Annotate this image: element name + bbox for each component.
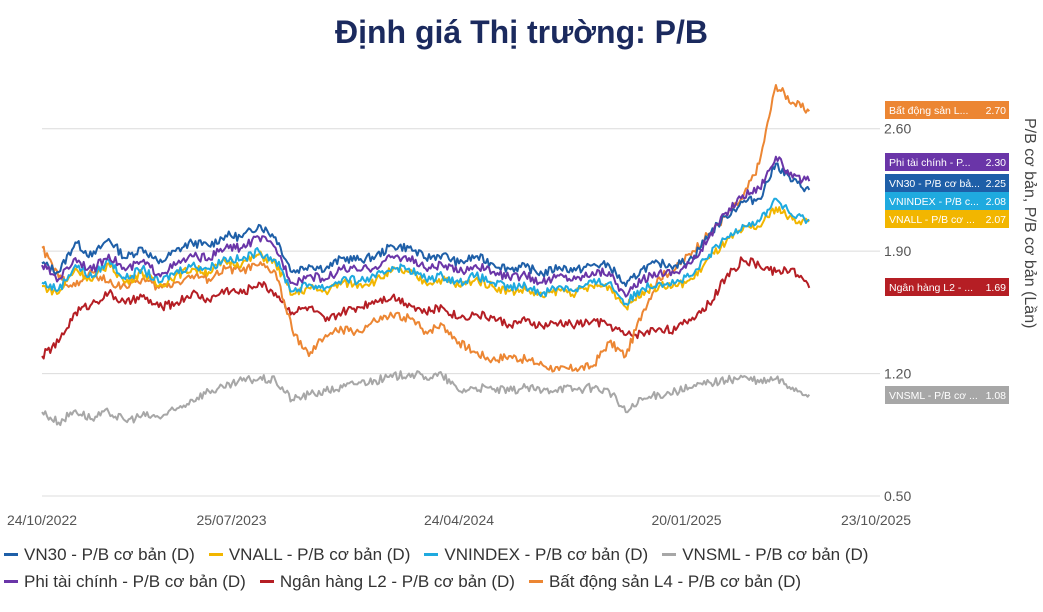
value-tag-value: 2.30 — [986, 157, 1007, 169]
chart-title: Định giá Thị trường: P/B — [335, 14, 708, 50]
value-tag-value: 2.70 — [986, 105, 1007, 117]
value-tag-value: 2.25 — [986, 178, 1007, 190]
legend-item[interactable]: Ngân hàng L2 - P/B cơ bản (D) — [259, 571, 515, 592]
value-tag-box — [885, 192, 1009, 210]
series-line — [41, 162, 811, 288]
legend-item[interactable]: Phi tài chính - P/B cơ bản (D) — [4, 572, 246, 592]
value-tag-name: VNINDEX - P/B c... — [889, 196, 979, 208]
legend-label: VNSML - P/B cơ bản (D) — [682, 544, 869, 564]
y-tick-label: 2.60 — [884, 121, 911, 137]
y-axis-label: P/B cơ bản, P/B cơ bản (Lần) — [1021, 118, 1038, 329]
value-tag-box — [885, 174, 1009, 192]
legend-item[interactable]: VNALL - P/B cơ bản (D) — [208, 544, 411, 565]
legend-label: Ngân hàng L2 - P/B cơ bản (D) — [279, 571, 515, 591]
y-tick-label: 1.90 — [884, 243, 911, 259]
legend-swatch — [259, 580, 274, 583]
legend-row-2: Phi tài chính - P/B cơ bản (D) Ngân hàng … — [4, 568, 1034, 595]
value-tag-value: 2.08 — [986, 196, 1007, 208]
legend-item[interactable]: VNSML - P/B cơ bản (D) — [662, 545, 868, 565]
legend-label: Phi tài chính - P/B cơ bản (D) — [24, 571, 246, 591]
series-value-tag: Bất động sản L... 2.70 — [885, 101, 1009, 119]
series-value-tag: VNSML - P/B cơ ... 1.08 — [885, 386, 1009, 404]
series-value-tag: Phi tài chính - P... 2.30 — [885, 153, 1009, 171]
pb-line-chart: 0.50 1.20 1.90 2.60 24/10/2022 25/07/2023 24/… — [7, 84, 1009, 528]
x-tick-label: 24/10/2022 — [7, 512, 77, 528]
legend-swatch — [208, 553, 223, 556]
value-tag-value: 1.69 — [986, 282, 1007, 294]
series-value-tag: VNINDEX - P/B c... 2.08 — [885, 192, 1009, 210]
series-value-tag: Ngân hàng L2 - ... 1.69 — [885, 278, 1009, 296]
series-line — [41, 256, 811, 360]
series-line — [41, 197, 810, 306]
legend-row-1: VN30 - P/B cơ bản (D) VNALL - P/B cơ bản … — [4, 541, 1034, 568]
value-tag-name: Bất động sản L... — [889, 105, 968, 117]
x-tick-label: 25/07/2023 — [196, 512, 266, 528]
legend-swatch — [662, 553, 677, 556]
series-value-tag: VN30 - P/B cơ bả... 2.25 — [885, 174, 1009, 192]
legend-label: VNINDEX - P/B cơ bản (D) — [444, 544, 649, 564]
value-tag-box — [885, 210, 1009, 228]
value-tag-name: Phi tài chính - P... — [889, 157, 971, 169]
legend-swatch — [424, 553, 439, 556]
legend-item[interactable]: Bất động sản L4 - P/B cơ bản (D) — [528, 571, 802, 592]
y-axis-label-box: P/B cơ bản, P/B cơ bản (Lần) — [1020, 118, 1040, 378]
legend-label: VN30 - P/B cơ bản (D) — [24, 544, 195, 564]
value-tag-name: VN30 - P/B cơ bả... — [889, 178, 980, 190]
y-tick-label: 1.20 — [884, 366, 911, 382]
x-tick-label: 20/01/2025 — [651, 512, 721, 528]
value-tag-box — [885, 153, 1009, 171]
legend-swatch — [4, 580, 18, 583]
value-tag-box — [885, 101, 1009, 119]
value-tag-box — [885, 386, 1009, 404]
legend-label: Bất động sản L4 - P/B cơ bản (D) — [548, 571, 802, 591]
series-value-tag: VNALL - P/B cơ ... 2.07 — [885, 210, 1009, 228]
legend-item[interactable]: VNINDEX - P/B cơ bản (D) — [424, 545, 648, 565]
y-tick-label: 0.50 — [884, 488, 911, 504]
value-tag-box — [885, 278, 1009, 296]
value-tag-name: Ngân hàng L2 - ... — [889, 282, 973, 294]
x-tick-label: 23/10/2025 — [841, 512, 911, 528]
legend-swatch — [528, 580, 543, 583]
legend-swatch — [4, 553, 18, 556]
value-tag-name: VNALL - P/B cơ ... — [889, 214, 975, 226]
series-line — [41, 84, 811, 373]
legend-label: VNALL - P/B cơ bản (D) — [228, 544, 411, 564]
legend-item[interactable]: VN30 - P/B cơ bản (D) — [4, 545, 195, 565]
value-tag-name: VNSML - P/B cơ ... — [889, 390, 978, 402]
legend: VN30 - P/B cơ bản (D) VNALL - P/B cơ bản … — [4, 541, 1034, 595]
x-tick-label: 24/04/2024 — [424, 512, 494, 528]
value-tag-value: 1.08 — [986, 390, 1007, 402]
series-line — [41, 155, 811, 298]
value-tag-value: 2.07 — [986, 214, 1007, 226]
series-line — [41, 370, 811, 427]
